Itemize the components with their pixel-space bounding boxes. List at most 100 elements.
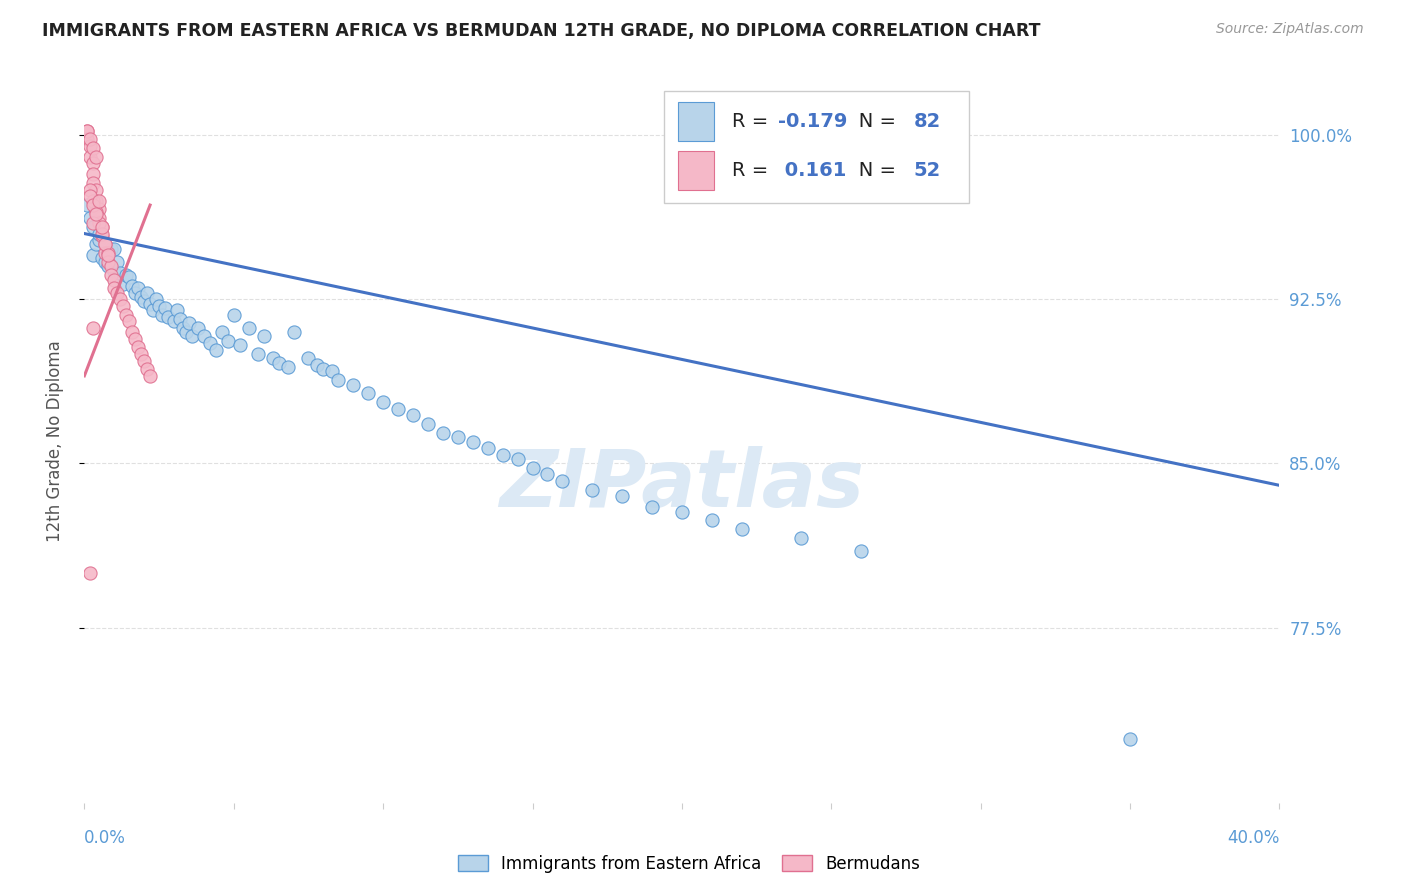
- Point: [477, 441, 499, 455]
- Point: [79, 189, 101, 203]
- Point: [671, 505, 693, 519]
- Point: [124, 285, 146, 300]
- Text: 40.0%: 40.0%: [1227, 829, 1279, 847]
- Point: [105, 255, 128, 269]
- Point: [91, 251, 114, 265]
- Point: [198, 336, 221, 351]
- Y-axis label: 12th Grade, No Diploma: 12th Grade, No Diploma: [45, 341, 63, 542]
- Point: [94, 237, 117, 252]
- Point: [103, 272, 125, 286]
- Point: [112, 277, 135, 291]
- Point: [790, 531, 813, 545]
- Text: 0.0%: 0.0%: [84, 829, 127, 847]
- Point: [105, 285, 128, 300]
- Point: [91, 227, 114, 241]
- Point: [82, 194, 104, 208]
- Point: [536, 467, 558, 482]
- Point: [79, 566, 101, 580]
- Point: [373, 395, 395, 409]
- Point: [222, 308, 245, 322]
- Point: [238, 320, 260, 334]
- Point: [581, 483, 603, 497]
- Point: [115, 268, 138, 282]
- Point: [321, 364, 343, 378]
- Point: [82, 141, 104, 155]
- Point: [447, 430, 470, 444]
- Point: [307, 358, 329, 372]
- Point: [127, 281, 149, 295]
- Point: [217, 334, 239, 348]
- Point: [82, 198, 104, 212]
- Point: [89, 227, 111, 241]
- Point: [150, 308, 173, 322]
- Point: [97, 255, 120, 269]
- Point: [522, 460, 544, 475]
- Point: [91, 219, 114, 234]
- Point: [79, 150, 101, 164]
- Point: [89, 211, 111, 226]
- Point: [193, 329, 215, 343]
- Point: [121, 325, 143, 339]
- Point: [97, 246, 120, 260]
- Point: [103, 264, 125, 278]
- Point: [86, 207, 108, 221]
- Text: R =: R =: [733, 112, 775, 131]
- Text: 82: 82: [914, 112, 941, 131]
- Point: [94, 237, 117, 252]
- Point: [277, 360, 299, 375]
- Point: [112, 299, 135, 313]
- FancyBboxPatch shape: [664, 91, 969, 203]
- Point: [118, 270, 141, 285]
- Point: [86, 237, 108, 252]
- Point: [91, 219, 114, 234]
- Point: [211, 325, 233, 339]
- Point: [110, 266, 132, 280]
- Point: [86, 204, 108, 219]
- Point: [851, 544, 873, 558]
- Point: [129, 290, 152, 304]
- Point: [100, 260, 122, 274]
- Text: ZIPatlas: ZIPatlas: [499, 446, 865, 524]
- Point: [612, 489, 634, 503]
- Point: [86, 183, 108, 197]
- Point: [551, 474, 574, 488]
- Point: [129, 347, 152, 361]
- Point: [121, 279, 143, 293]
- Point: [153, 301, 176, 315]
- Point: [118, 314, 141, 328]
- Point: [100, 268, 122, 282]
- Point: [342, 377, 364, 392]
- Point: [142, 303, 165, 318]
- Point: [79, 183, 101, 197]
- Point: [163, 314, 186, 328]
- Point: [97, 260, 120, 274]
- Point: [100, 242, 122, 256]
- Legend: Immigrants from Eastern Africa, Bermudans: Immigrants from Eastern Africa, Bermudan…: [451, 848, 927, 880]
- Point: [82, 219, 104, 234]
- Point: [1119, 732, 1142, 747]
- Point: [86, 194, 108, 208]
- Text: Source: ZipAtlas.com: Source: ZipAtlas.com: [1216, 22, 1364, 37]
- Point: [103, 281, 125, 295]
- Point: [110, 292, 132, 306]
- Point: [461, 434, 484, 449]
- Point: [205, 343, 228, 357]
- Point: [492, 448, 515, 462]
- Point: [166, 303, 188, 318]
- Point: [89, 233, 111, 247]
- Point: [283, 325, 305, 339]
- Point: [228, 338, 252, 352]
- Point: [700, 513, 723, 527]
- Point: [91, 228, 114, 243]
- Point: [86, 150, 108, 164]
- Point: [187, 320, 209, 334]
- Point: [89, 202, 111, 217]
- Point: [89, 194, 111, 208]
- Text: 0.161: 0.161: [778, 161, 846, 180]
- Point: [136, 285, 159, 300]
- Point: [89, 216, 111, 230]
- Point: [127, 340, 149, 354]
- Text: 52: 52: [914, 161, 941, 180]
- Point: [139, 368, 162, 383]
- Point: [312, 362, 335, 376]
